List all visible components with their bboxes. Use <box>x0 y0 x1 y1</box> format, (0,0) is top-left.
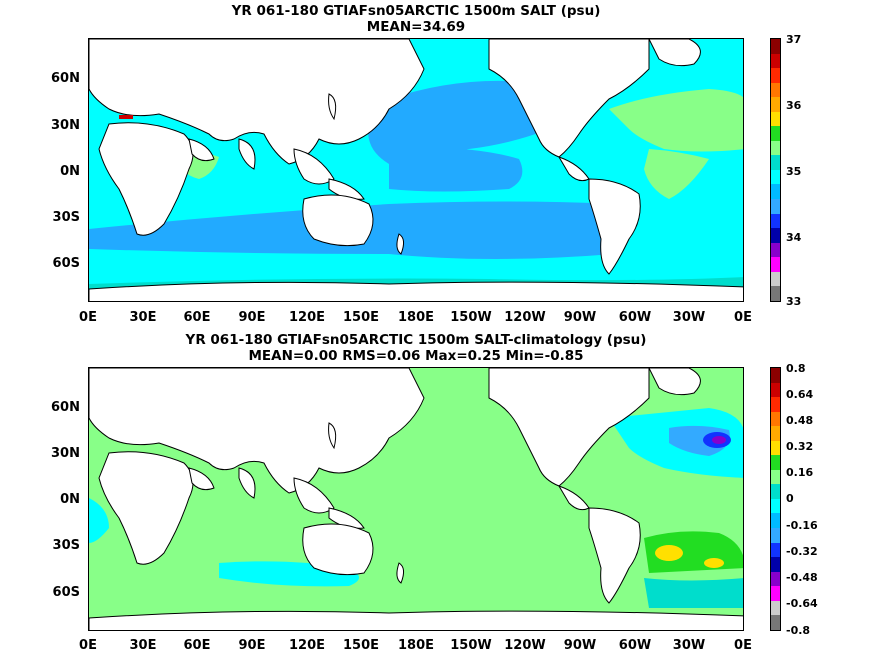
colorbar-segment <box>771 528 780 543</box>
panel2-colorbar-label: -0.8 <box>786 624 811 637</box>
panel1-lat-60S: 60S <box>52 256 80 271</box>
panel1-lon: 150W <box>450 310 492 325</box>
panel2-colorbar-label: 0 <box>786 492 794 505</box>
panel2-colorbar-label: 0.32 <box>786 440 814 453</box>
panel2-lon: 150W <box>450 638 492 653</box>
colorbar-segment <box>771 126 780 141</box>
salinity-anomaly-map <box>88 367 744 631</box>
colorbar-segment <box>771 455 780 470</box>
colorbar-segment <box>771 498 780 514</box>
colorbar-segment <box>771 600 780 616</box>
panel2-lat-30S: 30S <box>52 538 80 553</box>
panel2-lat-60S: 60S <box>52 585 80 600</box>
colorbar-segment <box>771 169 780 185</box>
panel2-lon: 0E <box>734 638 752 653</box>
panel2-lon: 60E <box>183 638 211 653</box>
colorbar-segment <box>771 382 780 398</box>
panel1-lat-0N: 0N <box>60 164 80 179</box>
panel2-lon: 60W <box>618 638 652 653</box>
panel2-colorbar-label: -0.64 <box>786 597 818 610</box>
colorbar-segment <box>771 199 780 214</box>
colorbar-segment <box>771 53 780 69</box>
panel1-lon: 30W <box>672 310 706 325</box>
panel2-colorbar-label: 0.48 <box>786 414 814 427</box>
panel1-lon: 60E <box>183 310 211 325</box>
panel2-lon: 0E <box>79 638 97 653</box>
colorbar-segment <box>771 68 780 83</box>
panel2-lon: 90E <box>238 638 266 653</box>
colorbar-segment <box>771 586 780 601</box>
colorbar-segment <box>771 411 780 427</box>
colorbar-segment <box>771 571 780 587</box>
colorbar-segment <box>771 557 780 572</box>
colorbar-segment <box>771 184 780 200</box>
panel2-lon: 90W <box>563 638 597 653</box>
colorbar-segment <box>771 228 780 243</box>
panel2-colorbar-label: -0.16 <box>786 519 818 532</box>
panel2-lat-60N: 60N <box>51 400 80 415</box>
panel2-colorbar <box>770 367 781 631</box>
panel1-lon: 150E <box>342 310 380 325</box>
colorbar-segment <box>771 213 780 229</box>
panel1-lat-60N: 60N <box>51 71 80 86</box>
panel1-lon: 180E <box>397 310 435 325</box>
panel2-colorbar-label: -0.32 <box>786 545 818 558</box>
panel2-colorbar-label: 0.8 <box>786 362 806 375</box>
colorbar-segment <box>771 271 780 287</box>
panel1-lon: 60W <box>618 310 652 325</box>
panel1-colorbar-label: 36 <box>786 99 802 112</box>
panel2-lat-0N: 0N <box>60 492 80 507</box>
panel2-title: YR 061-180 GTIAFsn05ARCTIC 1500m SALT-cl… <box>185 332 647 348</box>
panel1-lat-30N: 30N <box>51 118 80 133</box>
panel1-lon: 90W <box>563 310 597 325</box>
colorbar-segment <box>771 39 780 54</box>
colorbar-segment <box>771 426 780 441</box>
colorbar-segment <box>771 257 780 272</box>
panel2-lon: 180E <box>397 638 435 653</box>
panel1-lon: 0E <box>734 310 752 325</box>
colorbar-segment <box>771 242 780 258</box>
panel2-colorbar-label: 0.64 <box>786 388 814 401</box>
colorbar-segment <box>771 513 780 529</box>
colorbar-segment <box>771 111 780 127</box>
salinity-map <box>88 38 744 302</box>
colorbar-segment <box>771 484 780 499</box>
panel1-lon: 30E <box>129 310 157 325</box>
panel2-lon: 120W <box>504 638 546 653</box>
panel2-lon: 30E <box>129 638 157 653</box>
colorbar-segment <box>771 469 780 485</box>
colorbar-segment <box>771 97 780 112</box>
panel1-colorbar-label: 34 <box>786 231 802 244</box>
panel1-colorbar-label: 35 <box>786 165 802 178</box>
panel2-lon: 30W <box>672 638 706 653</box>
panel2-lat-30N: 30N <box>51 446 80 461</box>
panel1-colorbar-label: 37 <box>786 33 802 46</box>
colorbar-segment <box>771 440 780 456</box>
panel2-lon: 150E <box>342 638 380 653</box>
panel1-subtitle: MEAN=34.69 <box>366 19 466 35</box>
panel2-subtitle: MEAN=0.00 RMS=0.06 Max=0.25 Min=-0.85 <box>248 348 584 364</box>
panel1-lon: 90E <box>238 310 266 325</box>
panel1-colorbar-label: 33 <box>786 295 802 308</box>
panel2-colorbar-label: 0.16 <box>786 466 814 479</box>
colorbar-segment <box>771 286 780 301</box>
panel1-lat-30S: 30S <box>52 210 80 225</box>
colorbar-segment <box>771 542 780 558</box>
panel2-lon: 120E <box>288 638 326 653</box>
colorbar-segment <box>771 368 780 383</box>
colorbar-segment <box>771 140 780 156</box>
colorbar-segment <box>771 82 780 98</box>
panel1-lon: 120E <box>288 310 326 325</box>
panel1-lon: 0E <box>79 310 97 325</box>
colorbar-segment <box>771 155 780 170</box>
panel1-colorbar <box>770 38 781 302</box>
colorbar-segment <box>771 397 780 412</box>
colorbar-segment <box>771 615 780 630</box>
panel2-colorbar-label: -0.48 <box>786 571 818 584</box>
panel1-title: YR 061-180 GTIAFsn05ARCTIC 1500m SALT (p… <box>231 3 601 19</box>
panel1-lon: 120W <box>504 310 546 325</box>
